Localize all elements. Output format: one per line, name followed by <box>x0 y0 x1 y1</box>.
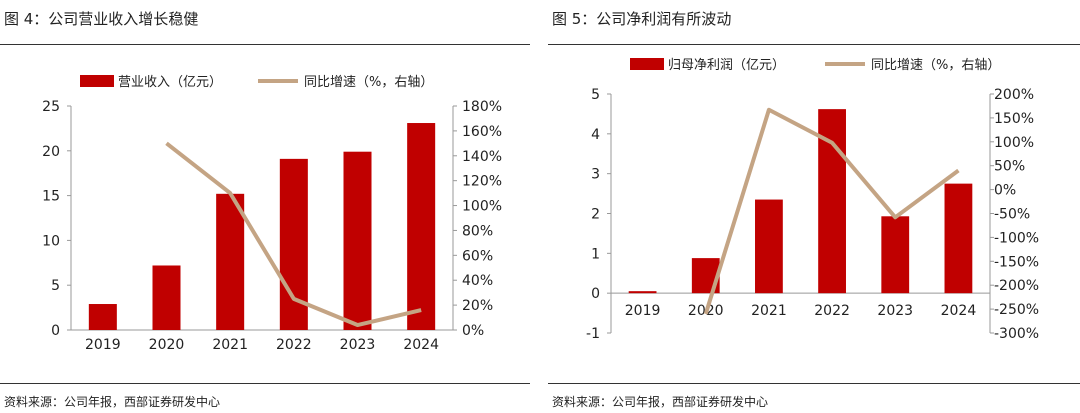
source-note: 资料来源：公司年报，西部证券研发中心 <box>4 395 221 409</box>
y2-tick-label: 0% <box>994 183 1016 199</box>
bar <box>343 151 372 330</box>
y2-tick-label: 50% <box>994 159 1025 175</box>
x-tick-label: 2020 <box>149 337 185 353</box>
legend-bar-label: 营业收入（亿元） <box>118 75 222 90</box>
y-tick-label: 3 <box>591 167 600 183</box>
y2-tick-label: 140% <box>462 149 502 165</box>
figure-revenue: 图 4：公司营业收入增长稳健 0 5 10 15 20 25 0% 20% 40% 60% 80% 1… <box>0 0 530 413</box>
y-tick-label: 4 <box>591 127 600 143</box>
y2-tick-label: 0% <box>462 323 484 339</box>
x-tick-label: 2024 <box>403 337 439 353</box>
revenue-chart: 0 5 10 15 20 25 0% 20% 40% 60% 80% 100% 120% 140% 160%… <box>42 75 502 353</box>
source-rule <box>548 383 1080 384</box>
y2-tick-label: 40% <box>462 273 493 289</box>
y-tick-label: 1 <box>591 246 600 262</box>
y2-tick-label: 160% <box>462 124 502 140</box>
x-tick-label: 2023 <box>877 303 913 319</box>
legend-bar-swatch <box>630 58 664 70</box>
figure-title: 图 4：公司营业收入增长稳健 <box>4 10 199 28</box>
y-tick-label: 10 <box>42 233 60 249</box>
bar <box>216 193 245 330</box>
y2-tick-label: -150% <box>994 254 1039 270</box>
y2-tick-label: 100% <box>994 135 1034 151</box>
y2-tick-label: -250% <box>994 302 1039 318</box>
y2-tick-label: -50% <box>994 207 1030 223</box>
figure-title: 图 5：公司净利润有所波动 <box>552 10 732 28</box>
growth-line <box>703 107 960 315</box>
y2-tick-label: -300% <box>994 326 1039 342</box>
y2-tick-label: 150% <box>994 111 1034 127</box>
x-tick-label: 2019 <box>85 337 121 353</box>
y2-tick-label: 200% <box>994 87 1034 103</box>
x-tick-label: 2021 <box>212 337 248 353</box>
y2-tick-label: 180% <box>462 99 502 115</box>
bar <box>881 216 910 294</box>
x-tick-label: 2023 <box>340 337 376 353</box>
source-rule <box>0 383 530 384</box>
x-tick-label: 2022 <box>276 337 312 353</box>
legend-line-label: 同比增速（%，右轴） <box>871 58 1000 73</box>
y2-tick-label: 60% <box>462 248 493 264</box>
y-tick-label: 0 <box>51 323 60 339</box>
y-tick-label: -1 <box>586 326 600 342</box>
title-rule <box>548 44 1080 45</box>
y-tick-label: 25 <box>42 99 60 115</box>
x-tick-label: 2019 <box>625 303 661 319</box>
bar <box>407 123 436 330</box>
y2-tick-label: 20% <box>462 298 493 314</box>
y-tick-label: 2 <box>591 207 600 223</box>
source-note: 资料来源：公司年报，西部证券研发中心 <box>552 395 769 409</box>
x-tick-label: 2024 <box>941 303 977 319</box>
x-tick-label: 2021 <box>751 303 787 319</box>
legend-line-label: 同比增速（%，右轴） <box>304 75 433 90</box>
legend-bar-swatch <box>80 75 114 87</box>
y2-tick-label: -100% <box>994 230 1039 246</box>
net-profit-chart: -1 0 1 2 3 4 5 -300% -250% -200% -150% -100% -50% 0% 5… <box>586 58 1039 342</box>
bar <box>88 304 117 330</box>
x-tick-label: 2022 <box>814 303 850 319</box>
title-rule <box>0 44 530 45</box>
figure-net-profit: 图 5：公司净利润有所波动 -1 0 1 2 3 4 5 -300% -250% -200% -15… <box>548 0 1080 413</box>
bar <box>152 265 181 330</box>
y2-tick-label: -200% <box>994 278 1039 294</box>
y-tick-label: 5 <box>591 87 600 103</box>
y-tick-label: 0 <box>591 286 600 302</box>
y2-tick-label: 120% <box>462 174 502 190</box>
legend-bar-label: 归母净利润（亿元） <box>668 58 785 73</box>
y2-tick-label: 100% <box>462 199 502 215</box>
bar <box>755 199 783 294</box>
y2-tick-label: 80% <box>462 223 493 239</box>
y-tick-label: 5 <box>51 278 60 294</box>
y-tick-label: 20 <box>42 144 60 160</box>
bar <box>944 183 973 294</box>
y-tick-label: 15 <box>42 189 60 205</box>
growth-line <box>165 141 422 328</box>
bar <box>628 291 657 294</box>
